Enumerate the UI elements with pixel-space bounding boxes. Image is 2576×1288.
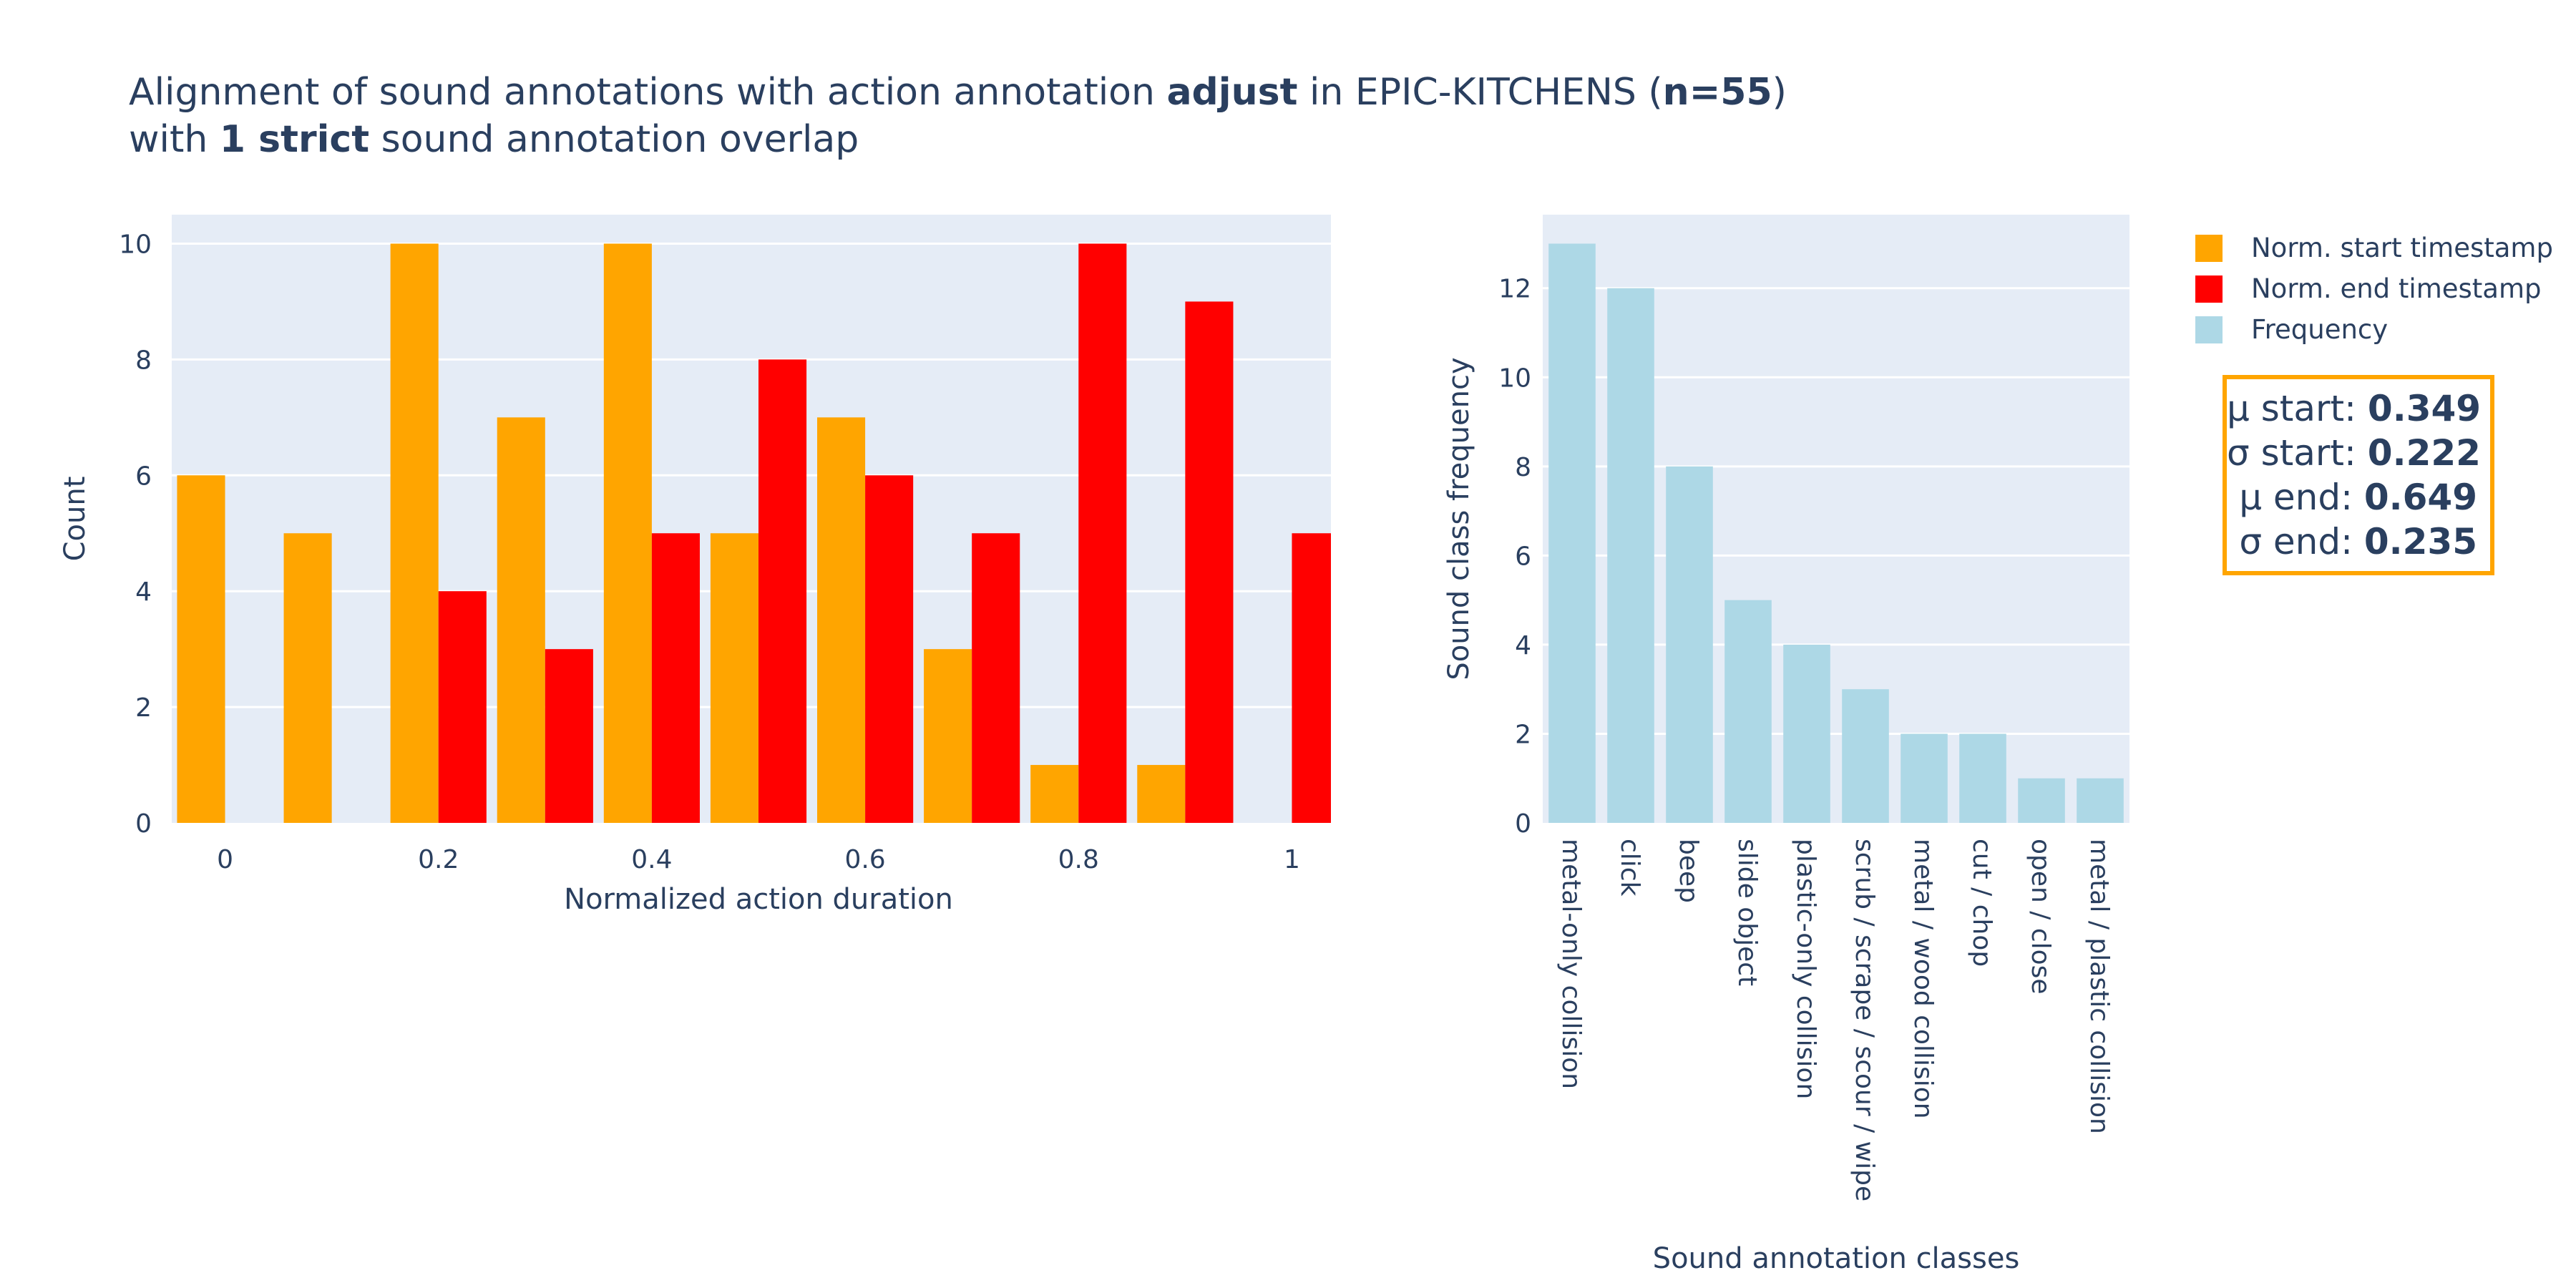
legend-label-frequency: Frequency xyxy=(2251,314,2388,345)
title-line1: Alignment of sound annotations with acti… xyxy=(129,71,1787,114)
histogram-bar[interactable] xyxy=(817,417,865,823)
histogram-x-tick-label: 0.6 xyxy=(844,845,885,874)
frequency-bar[interactable] xyxy=(1724,600,1772,823)
frequency-x-tick-label: scrub / scrape / scour / wipe xyxy=(1850,839,1879,1201)
frequency-x-tick-label: beep xyxy=(1674,839,1703,903)
frequency-y-tick-label: 0 xyxy=(1515,809,1531,839)
histogram-bar[interactable] xyxy=(497,417,545,823)
frequency-y-axis-label: Sound class frequency xyxy=(1443,357,1475,680)
histogram-y-tick-label: 0 xyxy=(135,809,152,839)
legend-swatch-start xyxy=(2195,235,2223,262)
histogram-x-axis-label: Normalized action duration xyxy=(564,883,953,916)
histogram-bar[interactable] xyxy=(1078,243,1126,823)
frequency-x-tick-label: cut / chop xyxy=(1967,839,1996,967)
histogram-bar[interactable] xyxy=(391,243,439,823)
legend-label-end: Norm. end timestamp xyxy=(2251,273,2541,304)
frequency-x-tick-label: slide object xyxy=(1732,839,1762,986)
histogram-bar[interactable] xyxy=(604,243,652,823)
histogram-y-tick-label: 4 xyxy=(135,577,152,607)
stat-std-end: σ end: 0.235 xyxy=(2227,519,2477,564)
histogram-bar[interactable] xyxy=(284,533,332,823)
histogram-bar[interactable] xyxy=(865,475,913,823)
histogram-bar[interactable] xyxy=(758,359,806,823)
legend-item-frequency[interactable]: Frequency xyxy=(2195,309,2553,350)
histogram-x-tick-label: 0.8 xyxy=(1058,845,1099,874)
frequency-y-tick-label: 4 xyxy=(1515,631,1531,660)
histogram-bar[interactable] xyxy=(972,533,1020,823)
histogram-bar[interactable] xyxy=(439,591,487,823)
frequency-x-tick-label: metal-only collision xyxy=(1556,839,1586,1089)
frequency-bar[interactable] xyxy=(1842,689,1889,823)
frequency-y-tick-label: 2 xyxy=(1515,720,1531,749)
stats-box: μ start: 0.349 σ start: 0.222 μ end: 0.6… xyxy=(2223,375,2494,575)
histogram-bar[interactable] xyxy=(1030,765,1078,823)
frequency-bar[interactable] xyxy=(2077,779,2124,823)
frequency-bar[interactable] xyxy=(1901,733,1948,823)
histogram-x-tick-label: 0 xyxy=(217,845,233,874)
frequency-bar[interactable] xyxy=(1666,467,1713,823)
frequency-y-tick-label: 10 xyxy=(1498,364,1531,393)
frequency-bar[interactable] xyxy=(1548,243,1596,823)
histogram-bar[interactable] xyxy=(1137,765,1185,823)
frequency-y-tick-label: 6 xyxy=(1515,542,1531,571)
legend: Norm. start timestamp Norm. end timestam… xyxy=(2195,228,2553,350)
stat-mean-end: μ end: 0.649 xyxy=(2227,475,2477,519)
stat-mean-start: μ start: 0.349 xyxy=(2227,386,2477,431)
frequency-bar[interactable] xyxy=(1607,288,1654,823)
frequency-x-axis-label: Sound annotation classes xyxy=(1653,1242,2020,1275)
histogram-x-tick-label: 1 xyxy=(1284,845,1300,874)
legend-label-start: Norm. start timestamp xyxy=(2251,233,2553,263)
histogram-y-tick-label: 10 xyxy=(119,230,152,259)
histogram-chart: 0 2 4 6 8 10 0 0.2 0.4 0.6 0.8 1 Normalized action… xyxy=(0,200,1331,1131)
frequency-x-tick-label: click xyxy=(1615,839,1644,897)
chart-title: Alignment of sound annotations with acti… xyxy=(129,69,1787,163)
legend-item-start[interactable]: Norm. start timestamp xyxy=(2195,228,2553,268)
histogram-y-tick-label: 8 xyxy=(135,346,152,375)
histogram-y-axis-label: Count xyxy=(59,477,92,562)
frequency-x-tick-label: metal / wood collision xyxy=(1908,839,1938,1119)
histogram-bar[interactable] xyxy=(652,533,700,823)
legend-swatch-end xyxy=(2195,275,2223,303)
frequency-y-tick-label: 12 xyxy=(1498,275,1531,304)
legend-item-end[interactable]: Norm. end timestamp xyxy=(2195,268,2553,309)
frequency-x-tick-label: open / close xyxy=(2026,839,2055,995)
histogram-bar[interactable] xyxy=(545,649,593,823)
stat-std-start: σ start: 0.222 xyxy=(2227,431,2477,475)
histogram-bar[interactable] xyxy=(177,475,225,823)
title-line2: with 1 strict sound annotation overlap xyxy=(129,118,859,161)
frequency-y-tick-label: 8 xyxy=(1515,453,1531,482)
histogram-bar[interactable] xyxy=(711,533,758,823)
histogram-bar[interactable] xyxy=(1292,533,1331,823)
histogram-bar[interactable] xyxy=(1185,301,1233,823)
legend-swatch-frequency xyxy=(2195,316,2223,343)
histogram-bar[interactable] xyxy=(924,649,972,823)
frequency-bar[interactable] xyxy=(1959,733,2006,823)
frequency-x-tick-label: plastic-only collision xyxy=(1791,839,1820,1099)
frequency-bar[interactable] xyxy=(2018,779,2065,823)
frequency-bar[interactable] xyxy=(1783,645,1830,823)
histogram-y-tick-label: 2 xyxy=(135,693,152,723)
histogram-y-tick-label: 6 xyxy=(135,462,152,491)
histogram-x-tick-label: 0.4 xyxy=(631,845,672,874)
histogram-x-tick-label: 0.2 xyxy=(418,845,459,874)
frequency-x-tick-label: metal / plastic collision xyxy=(2084,839,2114,1134)
